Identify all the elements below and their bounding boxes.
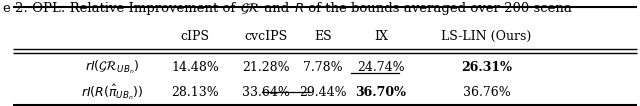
Text: 26.31%: 26.31% — [461, 61, 512, 74]
Text: 21.28%: 21.28% — [242, 61, 289, 74]
Text: and: and — [260, 2, 294, 15]
Text: 29.44%: 29.44% — [300, 86, 347, 99]
Text: cIPS: cIPS — [180, 30, 210, 43]
Text: 33.64%: 33.64% — [242, 86, 289, 99]
Text: $rI(R(\hat{\pi}_{UB_n}))$: $rI(R(\hat{\pi}_{UB_n}))$ — [81, 82, 143, 102]
Text: 28.13%: 28.13% — [172, 86, 219, 99]
Text: ES: ES — [314, 30, 332, 43]
Text: $R$: $R$ — [294, 2, 304, 15]
Text: 36.70%: 36.70% — [355, 86, 406, 99]
Text: IX: IX — [374, 30, 388, 43]
Text: $\mathcal{GR}$: $\mathcal{GR}$ — [240, 2, 260, 16]
Text: LS-LIN (Ours): LS-LIN (Ours) — [441, 30, 532, 43]
Text: e 2: OPL: Relative Improvement of: e 2: OPL: Relative Improvement of — [3, 2, 240, 15]
Text: cvcIPS: cvcIPS — [244, 30, 287, 43]
Text: of the bounds averaged over 200 scena: of the bounds averaged over 200 scena — [304, 2, 572, 15]
Text: 14.48%: 14.48% — [172, 61, 219, 74]
Text: 7.78%: 7.78% — [303, 61, 343, 74]
Text: $rI(\mathcal{GR}_{UB_n})$: $rI(\mathcal{GR}_{UB_n})$ — [84, 59, 140, 76]
Text: 24.74%: 24.74% — [357, 61, 404, 74]
Text: 36.76%: 36.76% — [463, 86, 510, 99]
